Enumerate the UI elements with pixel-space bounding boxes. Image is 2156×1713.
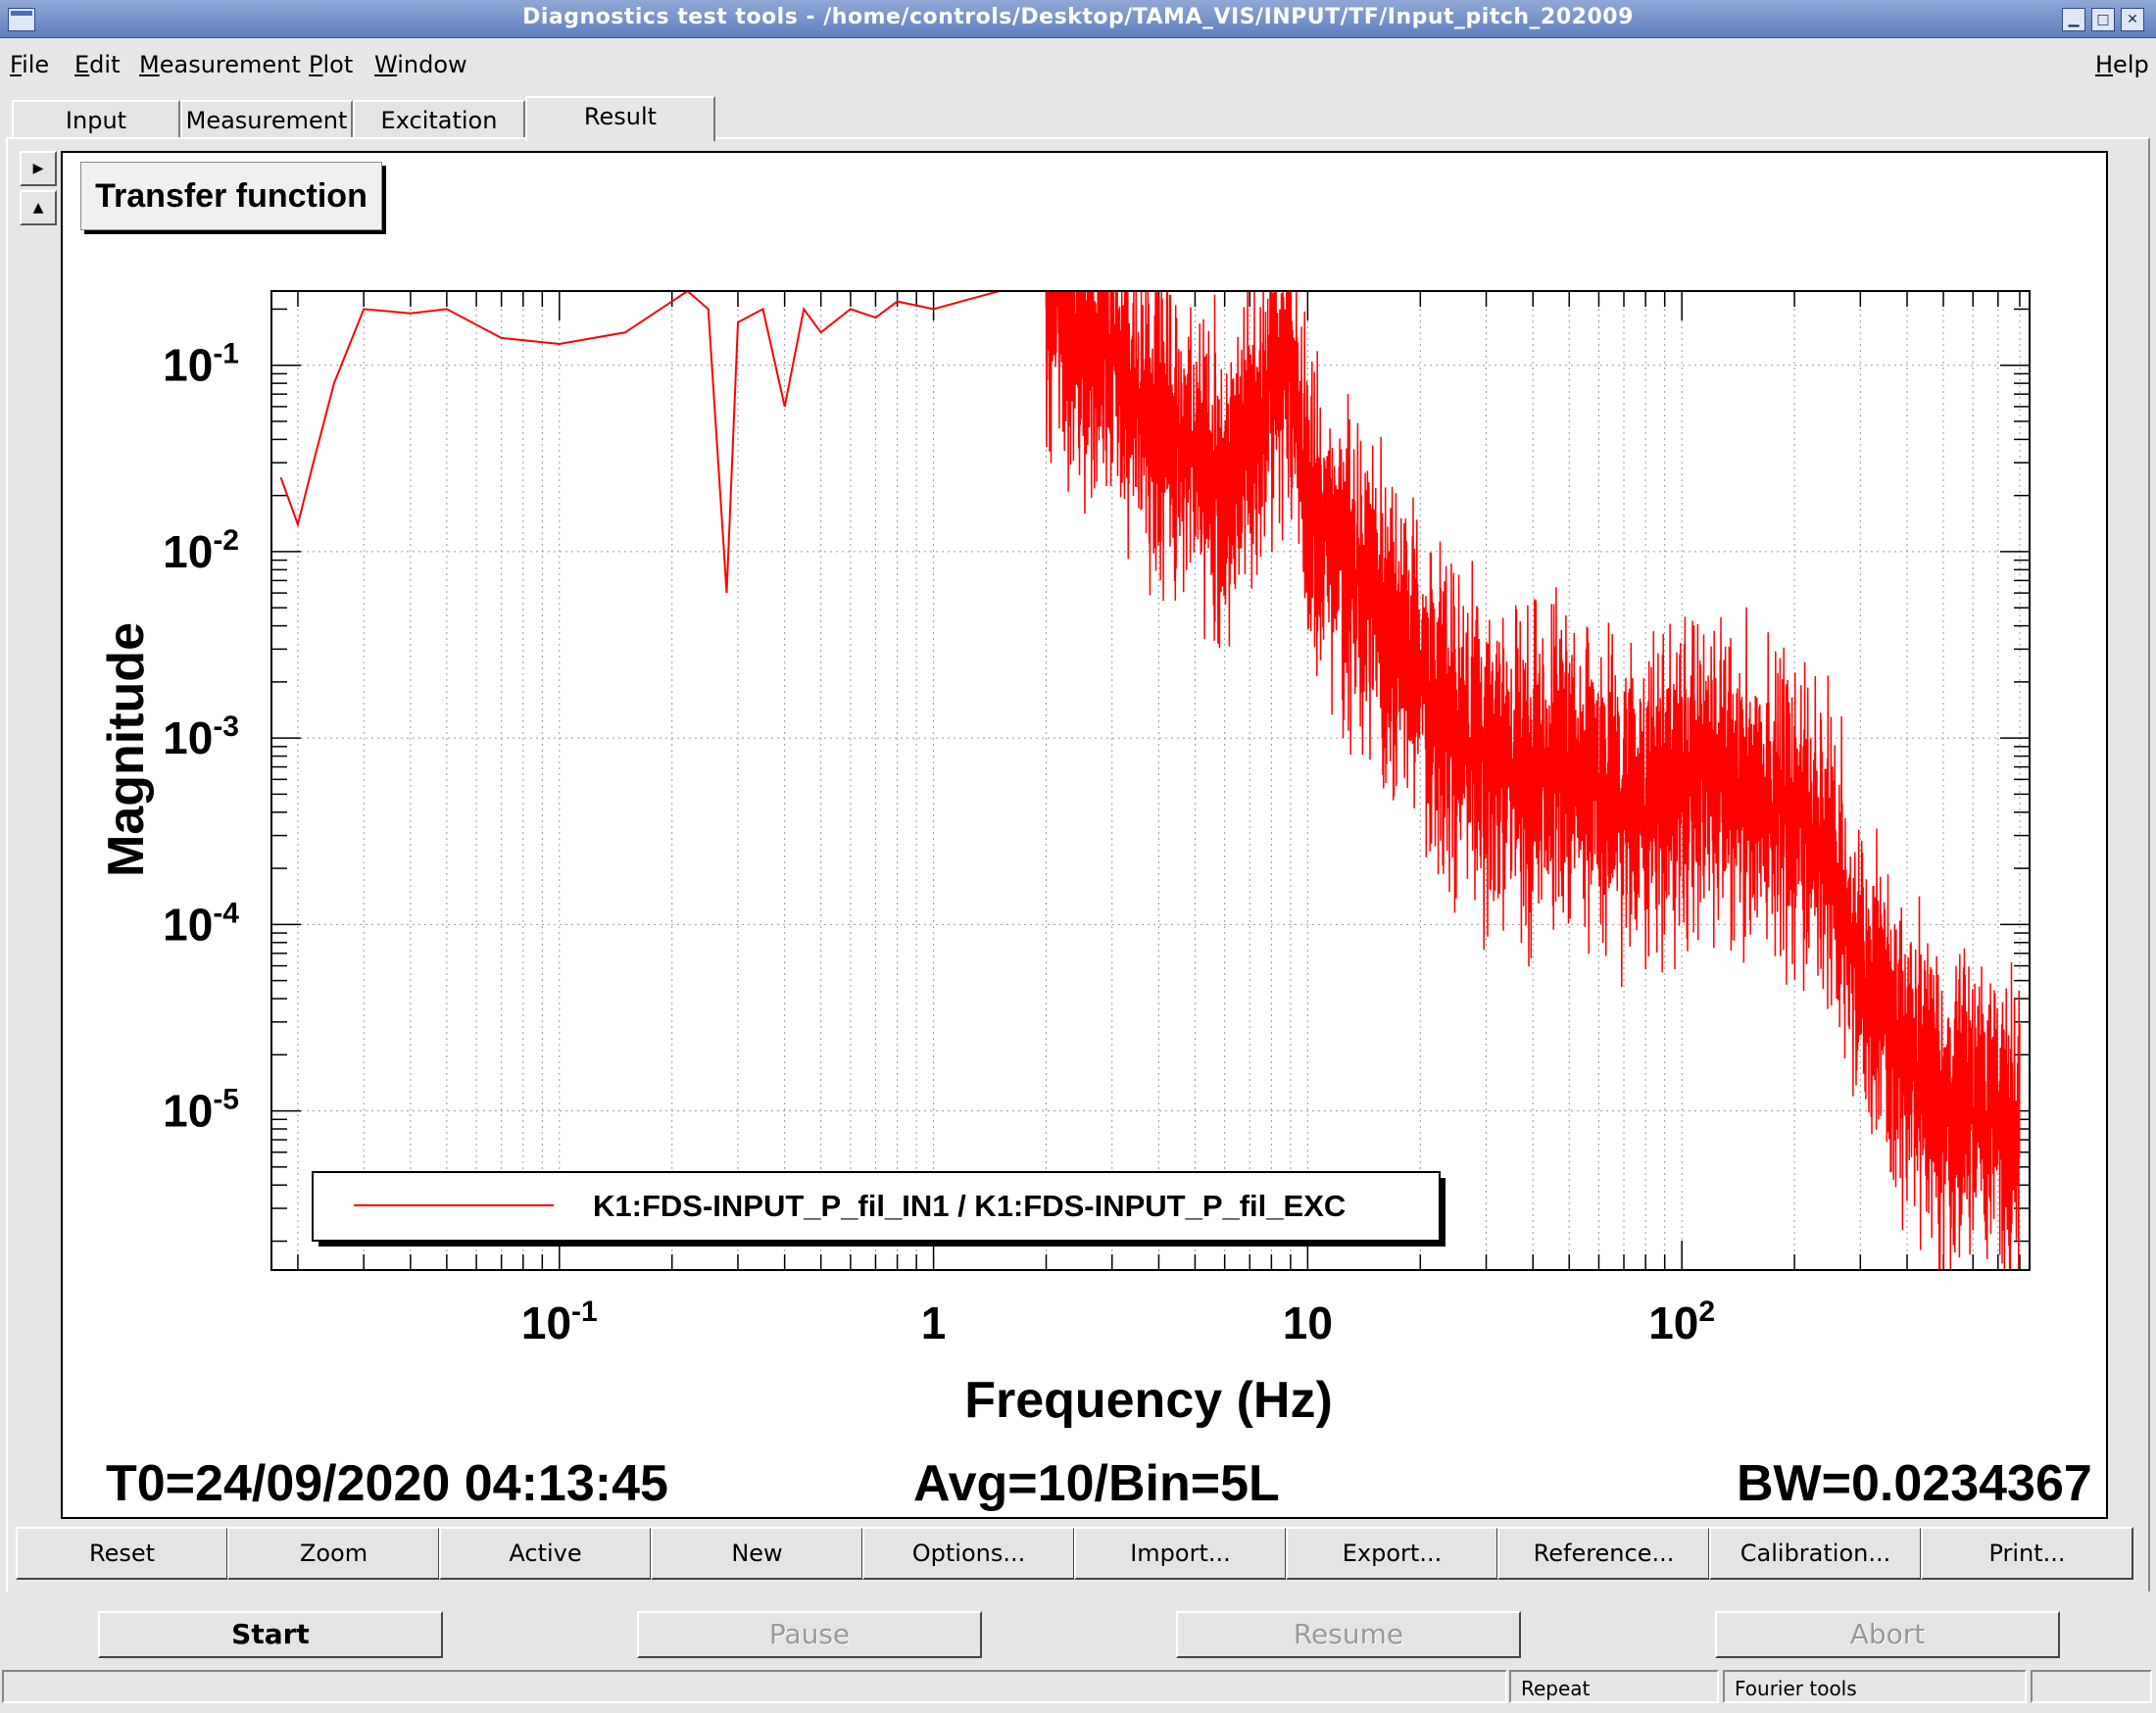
footer-bandwidth: BW=0.0234367: [1737, 1455, 2092, 1512]
menu-edit[interactable]: Edit: [74, 51, 121, 78]
menu-file[interactable]: File: [10, 51, 50, 78]
y-tick-label: 10-3: [163, 710, 239, 763]
menu-bar: File Edit Measurement Plot Window Help: [0, 39, 2156, 88]
x-tick-label: 10-1: [521, 1296, 598, 1348]
chart-series-noise: [1045, 290, 2021, 1271]
y-tick-label: 10-1: [163, 338, 239, 391]
footer-avg-bin: Avg=10/Bin=5L: [913, 1455, 1280, 1512]
calibration-button[interactable]: Calibration...: [1709, 1527, 1922, 1580]
close-icon[interactable]: ✕: [2121, 8, 2144, 31]
y-tick-label: 10-2: [163, 524, 239, 577]
chart-xlabel: Frequency (Hz): [964, 1372, 1333, 1429]
x-tick-label: 1: [921, 1297, 947, 1348]
y-tick-label: 10-4: [163, 897, 239, 950]
footer-t0: T0=24/09/2020 04:13:45: [106, 1455, 668, 1512]
status-repeat: Repeat: [1509, 1670, 1719, 1703]
x-tick-label: 10: [1283, 1297, 1333, 1348]
abort-button[interactable]: Abort: [1715, 1611, 2060, 1658]
reset-button[interactable]: Reset: [16, 1527, 228, 1580]
menu-plot[interactable]: Plot: [309, 51, 354, 78]
menu-help[interactable]: Help: [2095, 51, 2149, 78]
pause-button[interactable]: Pause: [637, 1611, 982, 1658]
expand-right-icon[interactable]: ▶: [20, 151, 57, 186]
status-extra: [2031, 1670, 2152, 1703]
window-title: Diagnostics test tools - /home/controls/…: [522, 5, 1634, 29]
menu-measurement[interactable]: Measurement: [139, 51, 301, 78]
plot-panel-title[interactable]: Transfer function: [80, 162, 382, 230]
result-panel: [6, 137, 2150, 1591]
chart-frame: [270, 290, 2031, 1271]
chart-x-tick-labels: 10-1 1 10 102: [521, 1296, 1715, 1348]
import-button[interactable]: Import...: [1074, 1527, 1287, 1580]
tab-result[interactable]: Result: [525, 96, 715, 141]
resume-button[interactable]: Resume: [1176, 1611, 1521, 1658]
options-button[interactable]: Options...: [862, 1527, 1075, 1580]
menu-window[interactable]: Window: [374, 51, 467, 78]
active-button[interactable]: Active: [439, 1527, 652, 1580]
expand-up-icon[interactable]: ▲: [20, 190, 57, 225]
zoom-button[interactable]: Zoom: [227, 1527, 440, 1580]
status-fourier: Fourier tools: [1723, 1670, 2027, 1703]
export-button[interactable]: Export...: [1286, 1527, 1498, 1580]
status-main: [2, 1670, 1507, 1703]
chart-legend-label: K1:FDS-INPUT_P_fil_IN1 / K1:FDS-INPUT_P_…: [593, 1189, 1346, 1223]
x-tick-label: 102: [1648, 1296, 1715, 1348]
print-button[interactable]: Print...: [1921, 1527, 2133, 1580]
y-tick-label: 10-5: [163, 1084, 239, 1137]
tab-measurement[interactable]: Measurement: [180, 100, 353, 139]
maximize-icon[interactable]: □: [2091, 8, 2115, 31]
chart-ylabel: Magnitude: [98, 622, 155, 877]
start-button[interactable]: Start: [98, 1611, 443, 1658]
window-icon[interactable]: [8, 8, 35, 31]
new-button[interactable]: New: [651, 1527, 863, 1580]
minimize-icon[interactable]: ▁: [2062, 8, 2085, 31]
chart-y-tick-labels: 10-1 10-2 10-3 10-4 10-5: [163, 338, 239, 1137]
reference-button[interactable]: Reference...: [1497, 1527, 1710, 1580]
tab-excitation[interactable]: Excitation: [353, 100, 525, 139]
window-titlebar[interactable]: Diagnostics test tools - /home/controls/…: [0, 0, 2156, 38]
tab-input[interactable]: Input: [12, 100, 180, 139]
